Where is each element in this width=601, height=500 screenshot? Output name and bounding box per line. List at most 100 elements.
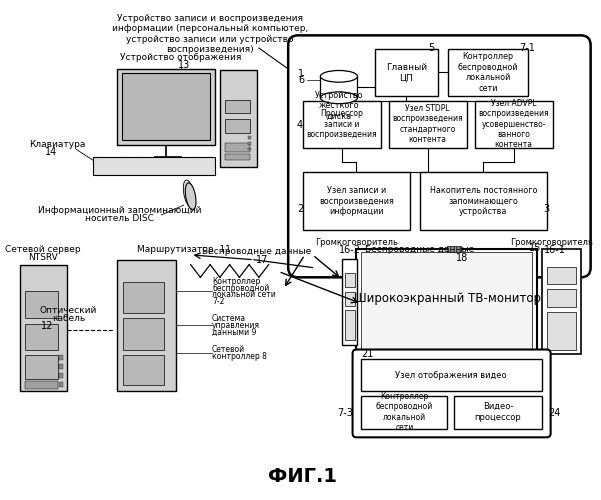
- Text: 17: 17: [255, 255, 268, 265]
- Ellipse shape: [320, 70, 358, 82]
- FancyBboxPatch shape: [542, 249, 581, 354]
- FancyBboxPatch shape: [59, 373, 63, 378]
- Text: NTSRV: NTSRV: [28, 254, 58, 262]
- Text: 7-2: 7-2: [212, 297, 224, 306]
- Text: 14: 14: [45, 148, 57, 158]
- Text: Громкоговоритель: Громкоговоритель: [510, 238, 593, 246]
- Text: Узел записи и
воспроизведения
информации: Узел записи и воспроизведения информации: [319, 186, 394, 216]
- FancyBboxPatch shape: [454, 396, 542, 428]
- FancyBboxPatch shape: [225, 120, 250, 133]
- FancyBboxPatch shape: [375, 49, 439, 96]
- Text: 4: 4: [297, 120, 303, 130]
- FancyBboxPatch shape: [448, 49, 528, 96]
- FancyBboxPatch shape: [389, 100, 467, 148]
- Text: кабель: кабель: [52, 314, 85, 323]
- Text: 12: 12: [41, 321, 53, 331]
- FancyBboxPatch shape: [447, 246, 461, 252]
- FancyBboxPatch shape: [288, 36, 591, 278]
- FancyBboxPatch shape: [356, 249, 537, 354]
- FancyBboxPatch shape: [123, 74, 210, 140]
- Text: Главный
ЦП: Главный ЦП: [386, 62, 427, 82]
- Text: 18: 18: [456, 253, 468, 263]
- Text: Система: Система: [212, 314, 246, 323]
- Text: локальной сети: локальной сети: [212, 290, 276, 300]
- FancyBboxPatch shape: [547, 266, 576, 284]
- Text: 13: 13: [178, 60, 190, 70]
- FancyBboxPatch shape: [59, 382, 63, 386]
- Text: носитель DISC: носитель DISC: [85, 214, 154, 224]
- Text: Широкоэкранный ТВ-монитор: Широкоэкранный ТВ-монитор: [354, 292, 541, 306]
- Text: 7-3: 7-3: [338, 408, 353, 418]
- FancyBboxPatch shape: [117, 68, 215, 144]
- FancyBboxPatch shape: [225, 142, 250, 152]
- Text: 2: 2: [297, 204, 303, 214]
- FancyBboxPatch shape: [225, 154, 250, 160]
- FancyBboxPatch shape: [123, 318, 164, 350]
- FancyBboxPatch shape: [248, 142, 251, 144]
- FancyBboxPatch shape: [59, 364, 63, 369]
- Text: беспроводной: беспроводной: [212, 284, 269, 292]
- Text: Беспроводные данные: Беспроводные данные: [203, 248, 311, 256]
- Ellipse shape: [320, 92, 358, 104]
- FancyBboxPatch shape: [59, 356, 63, 360]
- Text: Устройство
жёсткого
диска: Устройство жёсткого диска: [315, 90, 363, 120]
- Text: Видео-
процессор: Видео- процессор: [475, 402, 521, 421]
- FancyBboxPatch shape: [475, 100, 552, 148]
- Text: Сетевой сервер: Сетевой сервер: [5, 246, 81, 254]
- FancyBboxPatch shape: [342, 259, 358, 344]
- Text: Контроллер: Контроллер: [212, 276, 260, 285]
- FancyBboxPatch shape: [25, 291, 58, 318]
- FancyBboxPatch shape: [303, 100, 381, 148]
- Text: Беспроводные данные: Беспроводные данные: [365, 246, 475, 254]
- Text: Клавиатура: Клавиатура: [29, 140, 85, 149]
- FancyBboxPatch shape: [93, 158, 215, 175]
- Text: Информационный запоминающий: Информационный запоминающий: [38, 206, 201, 216]
- Ellipse shape: [185, 183, 196, 210]
- Text: 21: 21: [361, 350, 374, 360]
- Text: Маршрутизатор  11: Маршрутизатор 11: [137, 246, 231, 254]
- Text: Устройство отображения: Устройство отображения: [120, 54, 242, 62]
- Text: 5: 5: [429, 43, 435, 53]
- FancyBboxPatch shape: [225, 100, 250, 114]
- FancyBboxPatch shape: [20, 264, 67, 392]
- Ellipse shape: [183, 180, 194, 207]
- Text: 6: 6: [299, 75, 305, 85]
- Text: Узел ADVPL
воспроизведения
усовершенство-
ванного
контента: Узел ADVPL воспроизведения усовершенство…: [478, 99, 549, 150]
- Text: данными 9: данными 9: [212, 328, 257, 336]
- Text: 15: 15: [529, 243, 542, 253]
- FancyBboxPatch shape: [25, 356, 58, 379]
- Text: 16-1: 16-1: [543, 245, 566, 255]
- Text: Контроллер
беспроводной
локальной
сети: Контроллер беспроводной локальной сети: [376, 392, 433, 432]
- Text: Накопитель постоянного
запоминающего
устройства: Накопитель постоянного запоминающего уст…: [430, 186, 537, 216]
- FancyBboxPatch shape: [117, 260, 176, 392]
- Text: управления: управления: [212, 320, 260, 330]
- Text: 1: 1: [298, 70, 304, 80]
- FancyBboxPatch shape: [353, 350, 551, 438]
- Text: контроллер 8: контроллер 8: [212, 352, 267, 361]
- FancyBboxPatch shape: [25, 380, 58, 388]
- FancyBboxPatch shape: [248, 148, 251, 150]
- FancyBboxPatch shape: [361, 252, 532, 350]
- FancyBboxPatch shape: [303, 172, 410, 231]
- FancyBboxPatch shape: [345, 274, 355, 287]
- FancyBboxPatch shape: [547, 289, 576, 306]
- Text: Громкоговоритель: Громкоговоритель: [315, 238, 398, 246]
- Text: Узел STDPL
воспроизведения
стандартного
контента: Узел STDPL воспроизведения стандартного …: [392, 104, 463, 144]
- FancyBboxPatch shape: [345, 292, 355, 306]
- FancyBboxPatch shape: [123, 356, 164, 384]
- Text: 24: 24: [549, 408, 561, 418]
- FancyBboxPatch shape: [547, 312, 576, 350]
- Text: 3: 3: [544, 204, 550, 214]
- FancyBboxPatch shape: [420, 172, 547, 231]
- FancyBboxPatch shape: [248, 136, 251, 139]
- FancyBboxPatch shape: [361, 396, 447, 428]
- Text: Сетевой: Сетевой: [212, 345, 245, 354]
- Text: Процессор
записи и
воспроизведения: Процессор записи и воспроизведения: [307, 109, 377, 139]
- Text: Устройство записи и воспроизведения
информации (персональный компьютер,
устройст: Устройство записи и воспроизведения инфо…: [112, 14, 308, 54]
- FancyBboxPatch shape: [345, 310, 355, 340]
- FancyBboxPatch shape: [220, 70, 257, 167]
- Text: Контроллер
беспроводной
локальной
сети: Контроллер беспроводной локальной сети: [458, 52, 519, 92]
- Text: Оптический: Оптический: [40, 306, 97, 315]
- Text: 7-1: 7-1: [519, 43, 535, 53]
- FancyBboxPatch shape: [361, 360, 542, 392]
